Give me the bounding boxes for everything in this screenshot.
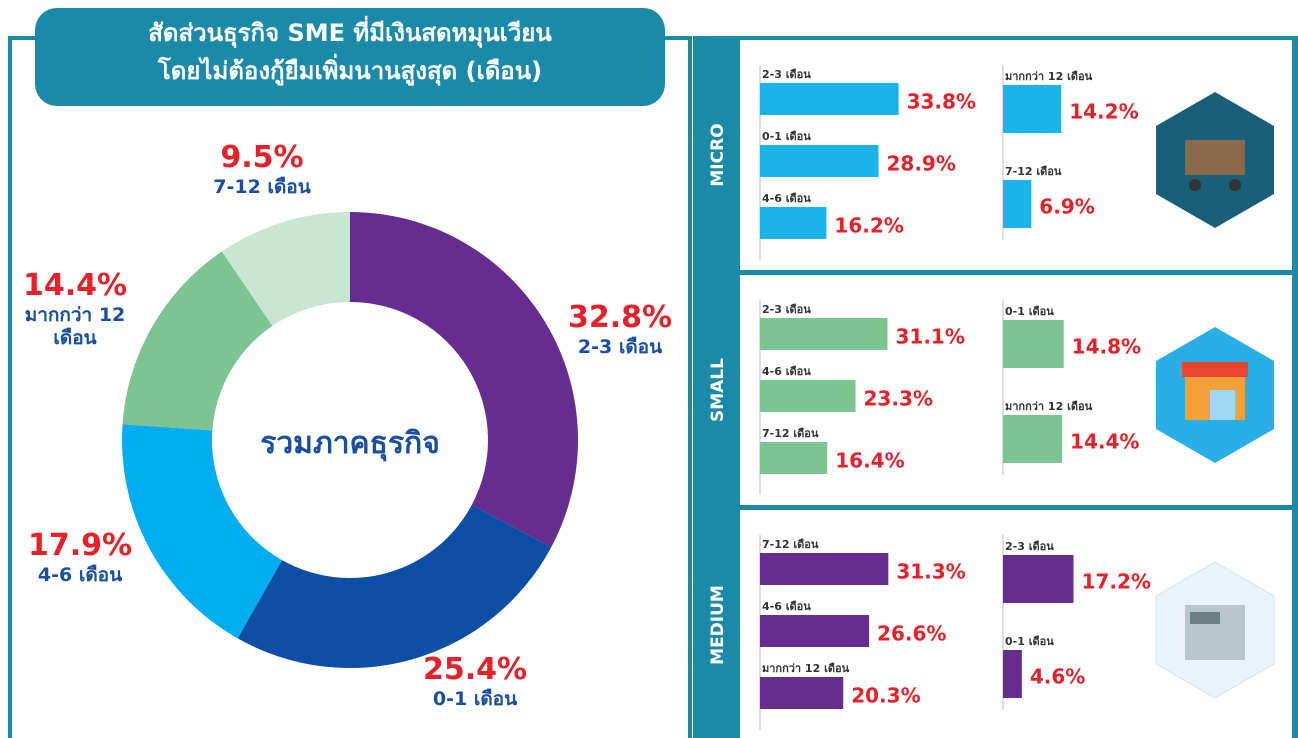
data-label: 17.2% bbox=[1082, 570, 1151, 594]
category-label: 7-12 เดือน bbox=[762, 427, 819, 440]
data-label: 17.9% bbox=[27, 528, 133, 563]
category-label: มากกว่า 12 เดือน bbox=[1005, 400, 1093, 413]
chart-subtitle: โดยไม่ต้องกู้ยืมเพิ่มนานสูงสุด (เดือน) bbox=[157, 57, 543, 85]
bar bbox=[1003, 650, 1022, 698]
chart-title: สัดส่วนธุรกิจ SME ที่มีเงินสดหมุนเวียน bbox=[148, 19, 552, 47]
bar bbox=[1003, 555, 1074, 603]
category-label: 4-6 เดือน bbox=[762, 600, 811, 613]
donut-segment bbox=[350, 212, 579, 548]
category-label: 0-1 เดือน bbox=[432, 688, 518, 710]
data-label: 16.4% bbox=[835, 449, 904, 473]
data-label-group: 17.9% 4-6 เดือน bbox=[0, 528, 160, 587]
bar bbox=[760, 145, 879, 177]
bar bbox=[1003, 180, 1032, 228]
data-label: 23.3% bbox=[864, 387, 933, 411]
data-label: 25.4% bbox=[422, 652, 528, 687]
bar bbox=[760, 380, 856, 412]
bar bbox=[760, 615, 870, 647]
category-label: 0-1 เดือน bbox=[1005, 635, 1054, 648]
donut-segment bbox=[237, 504, 552, 668]
category-label: 2-3 เดือน bbox=[1005, 540, 1054, 553]
bar bbox=[760, 677, 844, 709]
data-label: 6.9% bbox=[1039, 195, 1094, 219]
category-label: 7-12 เดือน bbox=[762, 538, 819, 551]
data-label: 4.6% bbox=[1030, 665, 1085, 689]
category-label: 4-6 เดือน bbox=[762, 365, 811, 378]
center-label: รวมภาคธุรกิจ bbox=[260, 426, 440, 461]
category-label: 4-6 เดือน bbox=[762, 192, 811, 205]
data-label: 14.8% bbox=[1072, 335, 1141, 359]
bar bbox=[1003, 85, 1062, 133]
bar bbox=[1003, 320, 1064, 368]
category-label: 2-3 เดือน bbox=[577, 336, 663, 358]
bar bbox=[760, 83, 899, 115]
category-label: 4-6 เดือน bbox=[37, 564, 123, 586]
donut-segment bbox=[122, 251, 273, 431]
data-label-group: 25.4% 0-1 เดือน bbox=[395, 652, 555, 711]
panel-label: SMALL bbox=[708, 358, 728, 422]
data-label: 31.1% bbox=[896, 325, 965, 349]
data-label: 31.3% bbox=[896, 560, 965, 584]
bar bbox=[1003, 415, 1063, 463]
title-banner bbox=[35, 8, 665, 106]
bar bbox=[760, 207, 827, 239]
chart-title-box: สัดส่วนธุรกิจ SME ที่มีเงินสดหมุนเวียน โ… bbox=[35, 14, 665, 90]
bar bbox=[760, 553, 889, 585]
data-label: 14.4% bbox=[22, 268, 128, 303]
category-label: 7-12 เดือน bbox=[213, 176, 311, 198]
data-label-group: 14.4% มากกว่า 12 เดือน bbox=[20, 268, 130, 350]
data-label: 14.4% bbox=[1070, 430, 1139, 454]
category-label: มากกว่า 12 เดือน bbox=[1005, 70, 1093, 83]
data-label: 20.3% bbox=[851, 684, 920, 708]
category-label: 0-1 เดือน bbox=[1005, 305, 1054, 318]
category-label: 2-3 เดือน bbox=[762, 303, 811, 316]
panel-label: MEDIUM bbox=[708, 585, 728, 665]
data-label: 28.9% bbox=[886, 152, 955, 176]
data-label: 26.6% bbox=[877, 622, 946, 646]
icon bbox=[1155, 92, 1275, 699]
data-label: 14.2% bbox=[1069, 100, 1138, 124]
data-label-group: 32.8% 2-3 เดือน bbox=[550, 300, 690, 359]
category-label: 2-3 เดือน bbox=[762, 68, 811, 81]
data-label: 33.8% bbox=[907, 90, 976, 114]
data-label: 32.8% bbox=[567, 300, 673, 335]
panel-label: MICRO bbox=[708, 123, 728, 186]
category-label: 0-1 เดือน bbox=[762, 130, 811, 143]
data-label: 16.2% bbox=[834, 214, 903, 238]
data-label: 9.5% bbox=[220, 140, 304, 175]
bar bbox=[760, 318, 888, 350]
category-label: มากกว่า 12 เดือน bbox=[762, 662, 850, 675]
data-label-group: 9.5% 7-12 เดือน bbox=[182, 140, 342, 199]
bar bbox=[760, 442, 828, 474]
category-label: มากกว่า 12 เดือน bbox=[24, 304, 126, 349]
donut-segment bbox=[221, 212, 350, 326]
donut-segment bbox=[121, 424, 283, 639]
category-label: 7-12 เดือน bbox=[1005, 165, 1062, 178]
